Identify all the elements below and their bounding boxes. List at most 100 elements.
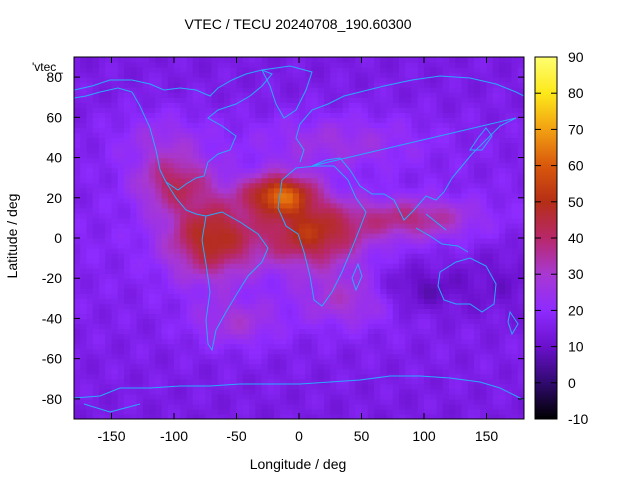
heatmap-cell: [349, 378, 356, 385]
heatmap-cell: [424, 278, 431, 284]
heatmap-cell: [436, 77, 444, 83]
heatmap-cell: [324, 248, 331, 254]
heatmap-cell: [367, 268, 375, 274]
heatmap-cell: [92, 298, 100, 304]
heatmap-cell: [349, 363, 356, 370]
heatmap-cell: [111, 172, 119, 179]
heatmap-cell: [392, 388, 400, 395]
heatmap-cell: [99, 303, 106, 309]
heatmap-cell: [192, 253, 200, 259]
heatmap-cell: [130, 162, 138, 169]
heatmap-cell: [267, 167, 275, 174]
heatmap-cell: [336, 313, 344, 320]
heatmap-cell: [280, 343, 288, 350]
heatmap-cell: [486, 97, 494, 103]
heatmap-cell: [180, 92, 188, 98]
heatmap-cell: [374, 303, 381, 309]
heatmap-cell: [99, 278, 106, 284]
heatmap-cell: [155, 217, 163, 224]
heatmap-cell: [467, 107, 475, 113]
heatmap-cell: [180, 57, 188, 63]
heatmap-cell: [349, 102, 356, 108]
heatmap-cell: [217, 288, 225, 294]
heatmap-cell: [205, 192, 213, 199]
heatmap-cell: [280, 243, 288, 249]
heatmap-cell: [349, 62, 356, 68]
heatmap-cell: [280, 378, 288, 385]
heatmap-cell: [280, 268, 288, 274]
heatmap-cell: [186, 313, 194, 320]
heatmap-cell: [355, 358, 363, 365]
heatmap-cell: [367, 127, 375, 134]
heatmap-cell: [355, 217, 363, 224]
heatmap-cell: [192, 162, 200, 169]
heatmap-cell: [105, 117, 113, 123]
heatmap-cell: [492, 217, 500, 224]
heatmap-cell: [117, 102, 125, 108]
heatmap-cell: [399, 67, 406, 73]
heatmap-cell: [167, 222, 175, 229]
heatmap-cell: [317, 413, 325, 419]
heatmap-cell: [161, 227, 169, 234]
heatmap-cell: [142, 152, 150, 159]
heatmap-cell: [292, 323, 300, 330]
heatmap-cell: [99, 107, 106, 113]
heatmap-cell: [161, 202, 169, 209]
heatmap-cell: [286, 87, 294, 93]
heatmap-cell: [499, 87, 506, 93]
heatmap-cell: [342, 197, 350, 204]
heatmap-cell: [161, 212, 169, 219]
heatmap-cell: [161, 243, 169, 249]
heatmap-cell: [442, 358, 450, 365]
heatmap-cell: [286, 368, 294, 375]
heatmap-cell: [105, 323, 113, 330]
heatmap-cell: [299, 258, 306, 264]
heatmap-cell: [274, 197, 281, 204]
heatmap-cell: [255, 323, 263, 330]
heatmap-cell: [411, 253, 419, 259]
heatmap-cell: [336, 383, 344, 390]
heatmap-cell: [74, 107, 81, 113]
heatmap-cell: [292, 243, 300, 249]
heatmap-cell: [86, 288, 94, 294]
heatmap-cell: [186, 187, 194, 194]
heatmap-cell: [80, 232, 88, 239]
heatmap-cell: [442, 182, 450, 189]
heatmap-cell: [330, 172, 338, 179]
heatmap-cell: [486, 92, 494, 98]
heatmap-cell: [286, 97, 294, 103]
heatmap-cell: [367, 187, 375, 194]
heatmap-cell: [317, 303, 325, 309]
heatmap-cell: [442, 112, 450, 118]
heatmap-cell: [280, 87, 288, 93]
heatmap-cell: [474, 87, 481, 93]
heatmap-cell: [286, 353, 294, 360]
heatmap-cell: [136, 363, 144, 370]
heatmap-cell: [361, 258, 369, 264]
heatmap-cell: [292, 217, 300, 224]
heatmap-cell: [111, 253, 119, 259]
heatmap-cell: [299, 368, 306, 375]
heatmap-cell: [461, 278, 469, 284]
heatmap-cell: [399, 238, 406, 244]
heatmap-cell: [430, 157, 438, 164]
heatmap-cell: [449, 97, 456, 103]
heatmap-cell: [499, 182, 506, 189]
heatmap-cell: [424, 333, 431, 340]
heatmap-cell: [99, 243, 106, 249]
heatmap-cell: [349, 283, 356, 289]
heatmap-cell: [474, 398, 481, 405]
heatmap-cell: [467, 253, 475, 259]
heatmap-cell: [305, 107, 313, 113]
heatmap-cell: [111, 268, 119, 274]
heatmap-cell: [192, 338, 200, 345]
heatmap-cell: [355, 293, 363, 299]
heatmap-cell: [392, 338, 400, 345]
heatmap-cell: [367, 157, 375, 164]
heatmap-cell: [330, 413, 338, 419]
heatmap-cell: [286, 248, 294, 254]
heatmap-cell: [236, 57, 244, 63]
heatmap-cell: [349, 268, 356, 274]
heatmap-cell: [74, 162, 81, 169]
heatmap-cell: [474, 67, 481, 73]
